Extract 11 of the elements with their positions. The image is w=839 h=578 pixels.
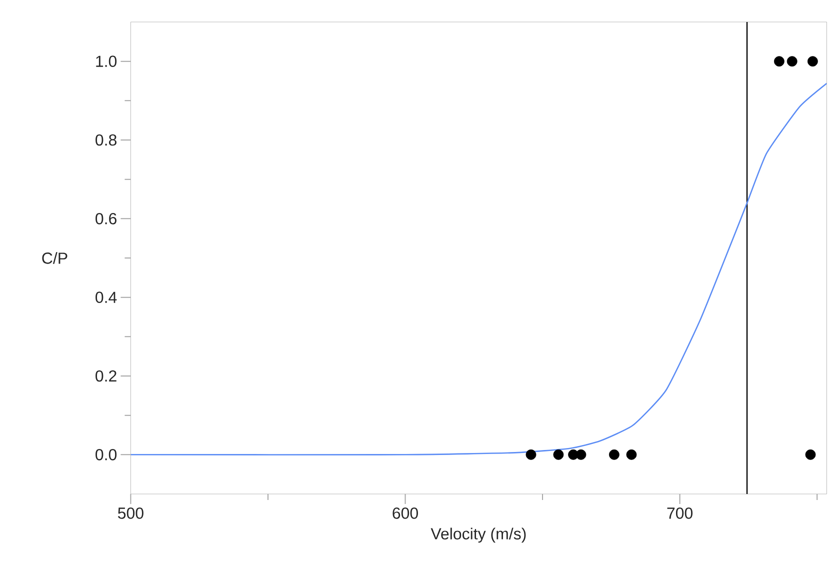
y-tick-label: 0.4 — [96, 292, 117, 303]
x-tick-label: 500 — [118, 508, 144, 519]
x-tick-label: 700 — [667, 508, 693, 519]
y-tick-label: 0.6 — [96, 213, 116, 224]
x-tick-label: 600 — [392, 508, 418, 519]
y-tick-label: 0.2 — [96, 370, 116, 382]
x-axis-title: Velocity (m/s) — [430, 528, 526, 543]
y-axis-title: C/P — [42, 252, 68, 264]
y-tick-label: 0.8 — [96, 134, 116, 146]
y-tick-label: 1.0 — [96, 56, 117, 67]
y-tick-label: 0.0 — [96, 448, 117, 460]
